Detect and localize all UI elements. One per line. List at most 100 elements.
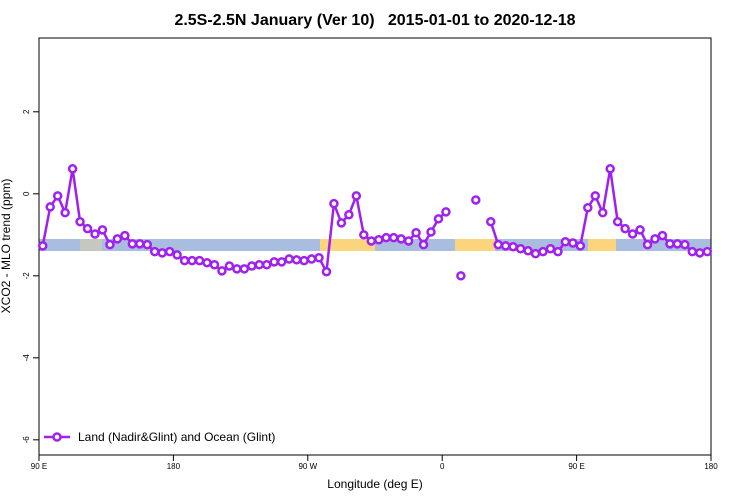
data-point	[194, 255, 205, 266]
y-axis-label: XCO2 - MLO trend (ppm)	[0, 179, 13, 314]
data-point	[381, 232, 391, 243]
data-point	[336, 218, 347, 228]
data-point	[545, 244, 556, 254]
data-point	[560, 237, 571, 247]
data-point	[37, 241, 48, 251]
data-point	[650, 234, 660, 244]
data-point	[217, 266, 227, 276]
data-point	[67, 164, 78, 174]
data-point	[247, 261, 257, 271]
data-point	[642, 239, 653, 250]
data-point	[411, 228, 421, 238]
data-point	[120, 230, 130, 241]
data-point	[127, 239, 138, 249]
data-point	[291, 255, 302, 265]
data-point	[687, 246, 698, 257]
y-tick-label: 0	[22, 191, 31, 196]
land-band	[320, 239, 375, 251]
data-point	[523, 246, 533, 256]
data-point	[657, 230, 668, 241]
data-point	[605, 164, 615, 174]
data-point	[575, 241, 586, 251]
data-point	[60, 207, 70, 218]
chart-title: 2.5S-2.5N January (Ver 10) 2015-01-01 to…	[174, 12, 575, 29]
land-band	[588, 239, 616, 251]
data-point	[396, 234, 406, 244]
legend-marker	[52, 432, 62, 442]
data-point	[254, 259, 265, 270]
data-point	[433, 214, 444, 224]
data-point	[112, 234, 123, 244]
x-tick-label: 90 E	[568, 462, 584, 471]
land-band	[455, 239, 495, 251]
data-point	[695, 248, 705, 258]
data-point	[105, 239, 115, 250]
data-point	[612, 216, 623, 227]
data-point	[90, 229, 100, 239]
data-point	[553, 246, 563, 257]
data-point	[157, 248, 167, 258]
data-point	[680, 239, 690, 250]
data-point	[500, 241, 511, 251]
data-point	[306, 254, 317, 264]
data-point	[52, 191, 63, 201]
data-point	[583, 203, 593, 213]
data-point	[471, 195, 481, 205]
data-point	[538, 246, 548, 257]
data-point	[224, 261, 235, 271]
y-tick-label: -2	[22, 272, 31, 280]
data-point	[672, 239, 683, 249]
data-point	[485, 216, 496, 227]
data-point	[179, 255, 190, 266]
data-point	[426, 227, 436, 237]
data-point	[172, 250, 182, 260]
y-tick-label: 2	[22, 109, 31, 114]
data-point	[456, 271, 466, 281]
data-point	[321, 266, 332, 277]
data-point	[530, 248, 541, 259]
data-point	[149, 246, 160, 257]
data-point	[45, 202, 55, 212]
data-point	[508, 241, 518, 252]
data-point	[299, 255, 309, 266]
data-point	[261, 259, 272, 270]
data-point	[202, 257, 212, 268]
x-tick-label: 180	[167, 462, 181, 471]
data-point	[597, 207, 608, 218]
data-point	[75, 216, 85, 227]
data-point	[239, 264, 250, 274]
x-tick-label: 90 W	[298, 462, 317, 471]
series-line	[41, 168, 708, 276]
data-point	[388, 232, 399, 243]
data-point	[515, 244, 526, 254]
data-point	[403, 236, 414, 246]
x-axis-label: Longitude (deg E)	[327, 477, 422, 491]
data-point	[142, 239, 153, 250]
data-point	[135, 239, 145, 249]
data-point	[635, 225, 645, 235]
data-point	[284, 254, 294, 264]
data-point	[164, 246, 175, 257]
x-tick-label: 180	[704, 462, 718, 471]
data-point	[344, 209, 354, 220]
data-point	[351, 191, 362, 201]
data-point	[418, 239, 429, 250]
data-point	[82, 223, 93, 234]
data-point	[620, 223, 630, 234]
data-point	[373, 234, 384, 245]
x-tick-label: 0	[440, 462, 445, 471]
data-point	[276, 257, 287, 267]
x-tick-label: 90 E	[31, 462, 47, 471]
data-point	[187, 255, 197, 266]
land-band	[80, 239, 102, 251]
data-point	[702, 246, 713, 257]
y-tick-label: -6	[22, 436, 31, 444]
data-point	[590, 191, 601, 201]
data-point	[232, 264, 242, 274]
data-point	[493, 239, 503, 250]
data-point	[627, 229, 638, 239]
y-tick-label: -4	[22, 354, 31, 362]
data-point	[314, 253, 324, 263]
data-point	[366, 236, 377, 246]
